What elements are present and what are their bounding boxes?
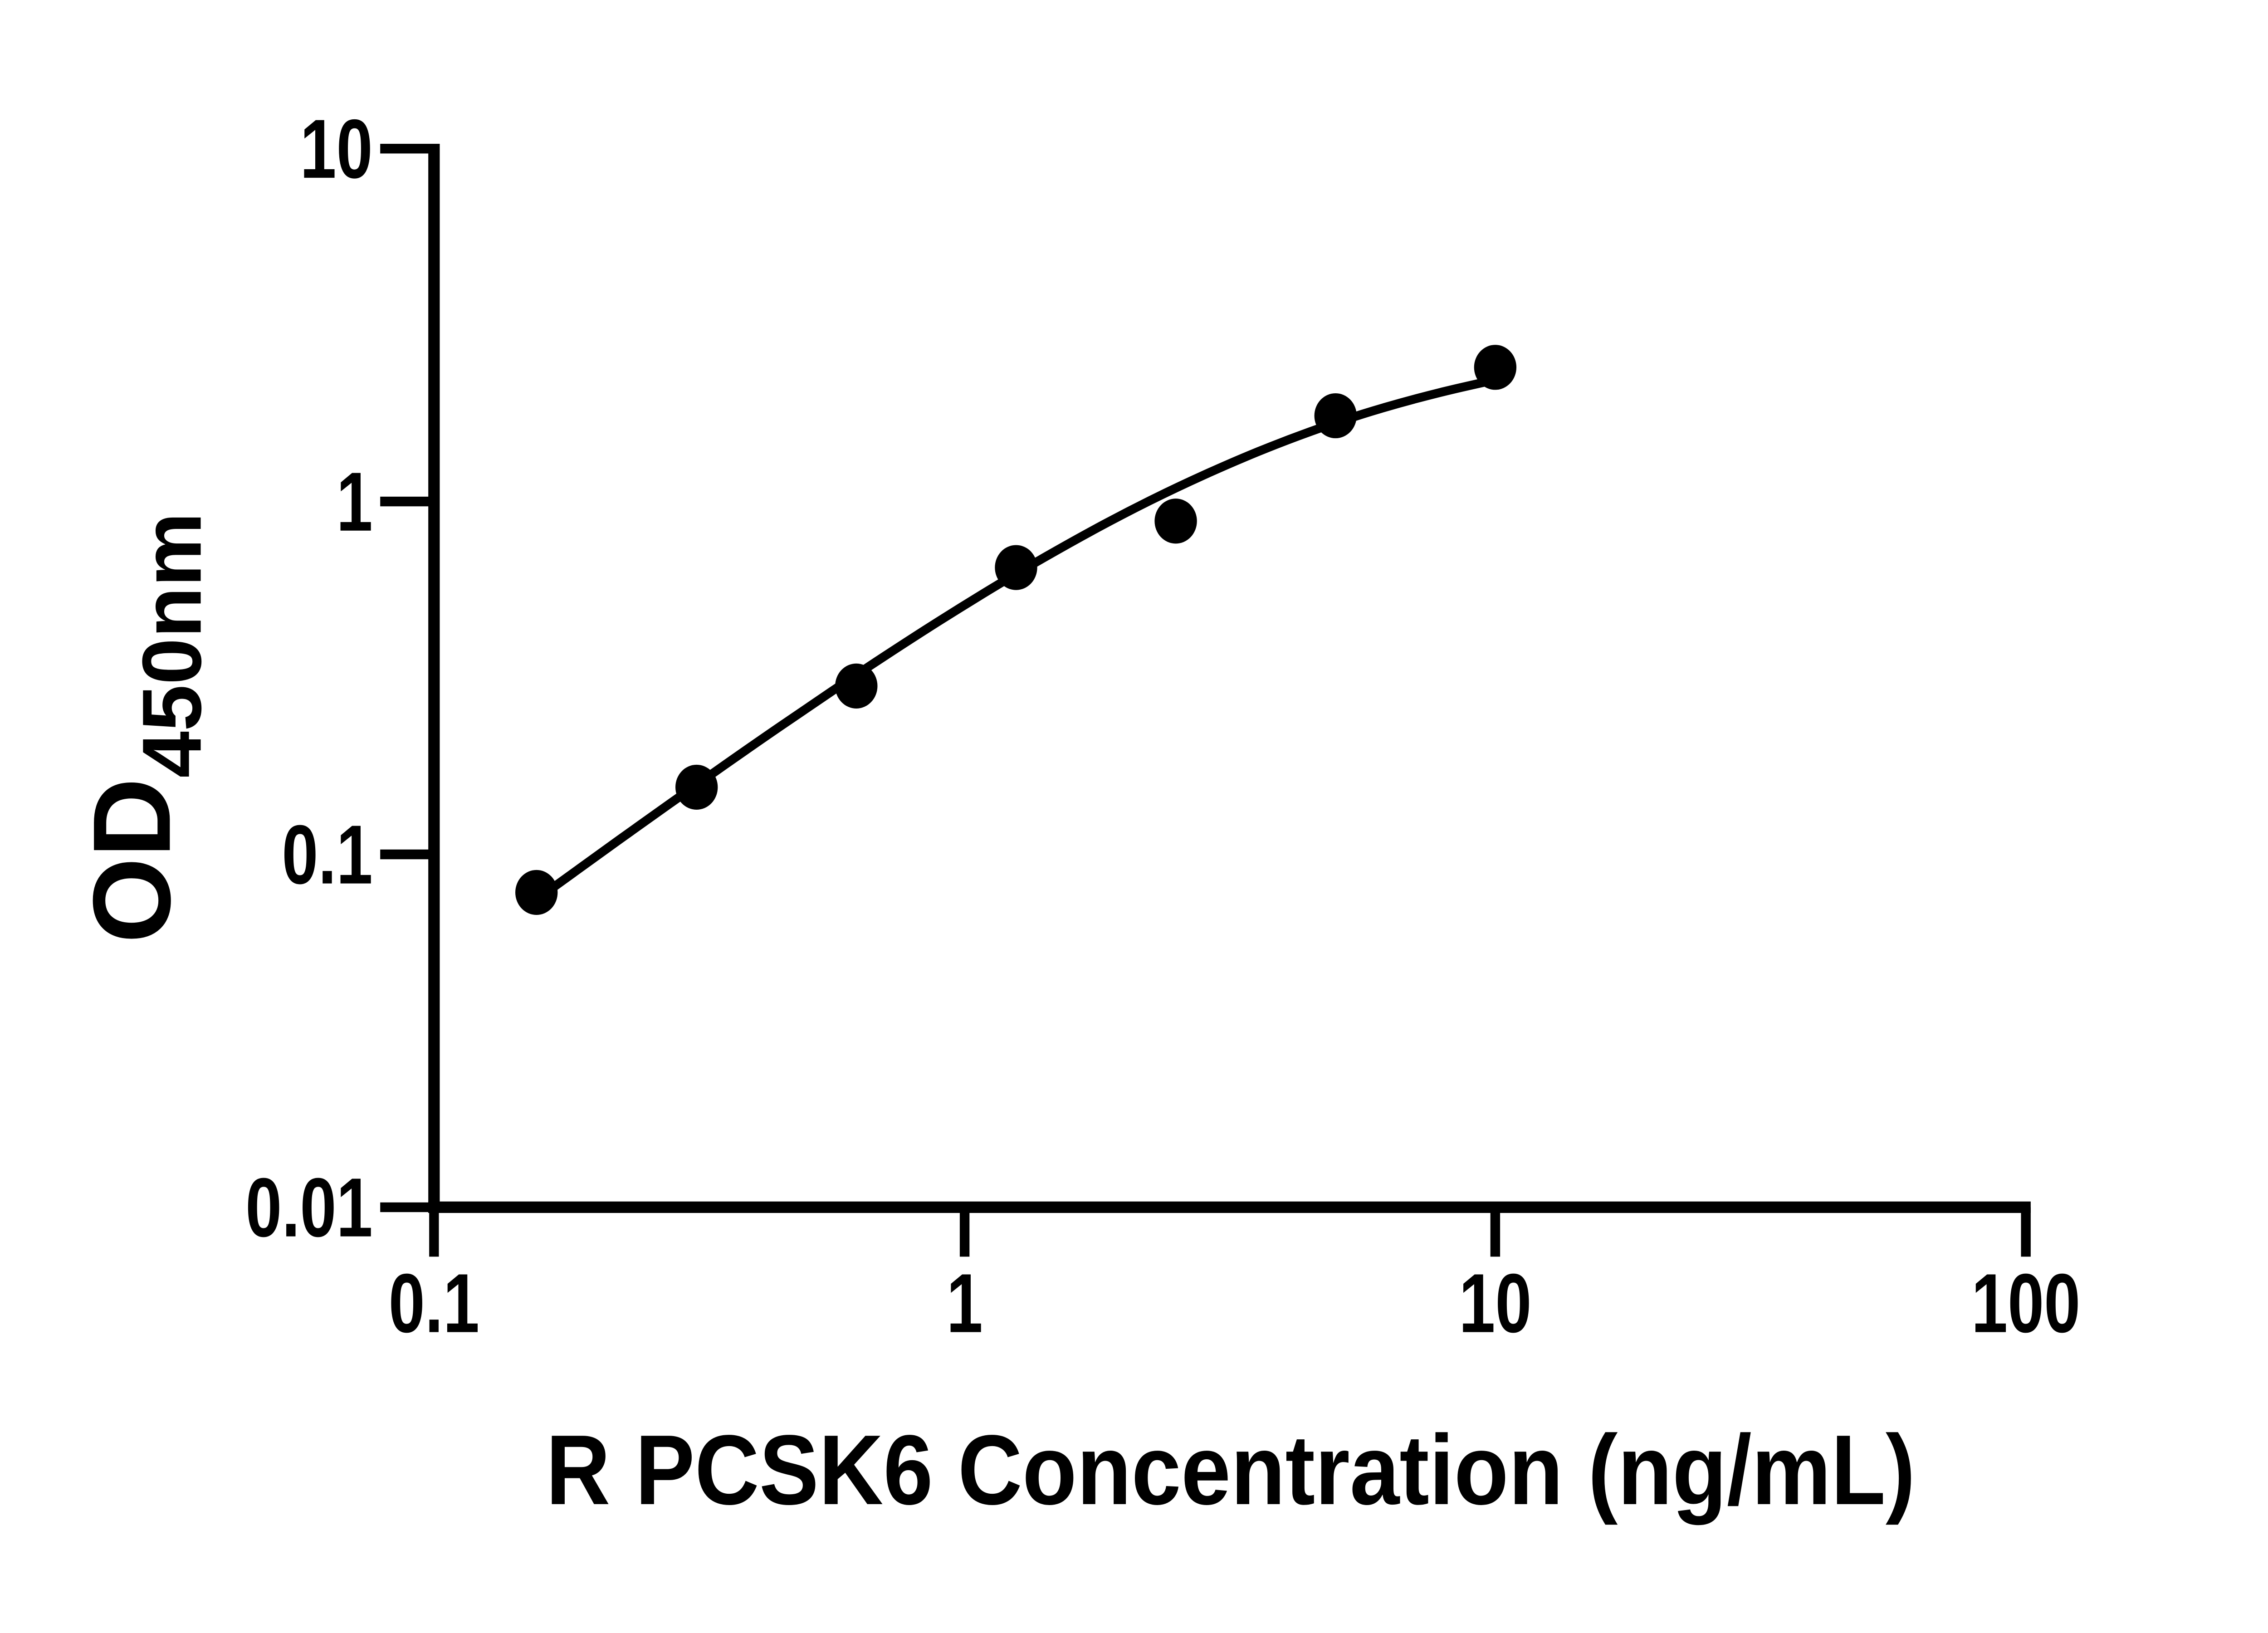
y-tick-label: 10 — [300, 103, 372, 196]
data-point-marker — [835, 663, 878, 709]
x-tick-label: 100 — [1971, 1257, 2080, 1350]
data-point-marker — [1314, 393, 1357, 439]
y-axis-title-main: OD — [70, 778, 193, 944]
figure-background — [0, 0, 2268, 1588]
x-tick-label: 0.1 — [389, 1257, 479, 1350]
y-axis-title: OD450nm — [70, 512, 219, 943]
data-point-marker — [1154, 499, 1197, 544]
data-point-marker — [515, 870, 558, 915]
elisa-standard-curve-figure: 10 1 0.1 0.01 0.1 1 10 100 R PCSK6 Concentrati… — [0, 0, 2268, 1588]
y-axis-title-subscript: 450nm — [125, 512, 219, 777]
y-tick-label: 1 — [337, 455, 373, 549]
x-axis-tick-labels: 0.1 1 10 100 — [389, 1257, 2081, 1350]
y-tick-label: 0.1 — [282, 808, 372, 902]
data-point-marker — [675, 764, 718, 810]
y-tick-label: 0.01 — [245, 1161, 372, 1254]
x-tick-label: 10 — [1459, 1257, 1531, 1350]
x-axis-title: R PCSK6 Concentration (ng/mL) — [546, 1415, 1915, 1525]
y-axis-ticks — [380, 143, 434, 1213]
data-points — [515, 345, 1517, 915]
y-axis-tick-labels: 10 1 0.1 0.01 — [245, 103, 372, 1255]
x-tick-label: 1 — [947, 1257, 983, 1350]
x-axis-ticks — [429, 1207, 2031, 1257]
data-point-marker — [995, 545, 1037, 590]
data-point-marker — [1474, 345, 1517, 390]
